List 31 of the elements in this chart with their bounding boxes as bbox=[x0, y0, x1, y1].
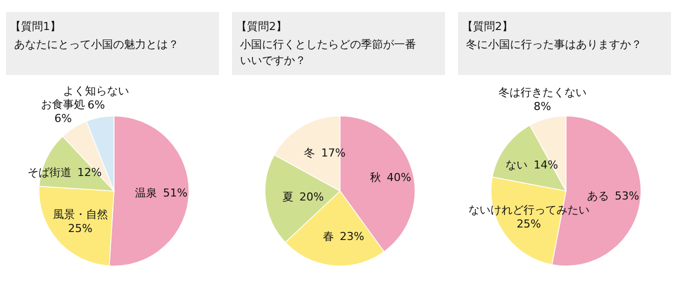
data-label: 14% bbox=[534, 158, 558, 172]
slice-label: 風景・自然 bbox=[52, 208, 108, 221]
slice-label: 夏 bbox=[282, 190, 294, 204]
data-label: 20% bbox=[299, 190, 324, 204]
chart-subtitle: 小国に行くとしたらどの季節が一番いいですか？ bbox=[240, 38, 416, 67]
chart-subtitle: 冬に小国に行った事はありますか？ bbox=[466, 38, 642, 51]
data-label: 40% bbox=[386, 171, 412, 184]
data-label: 51% bbox=[162, 186, 188, 200]
slice-label: 秋 bbox=[370, 171, 381, 184]
chart-title: 【質問1】 bbox=[10, 20, 61, 33]
slice-label: 冬は行きたくない bbox=[498, 86, 586, 99]
data-label: 8% bbox=[534, 100, 552, 113]
data-label: 17% bbox=[321, 146, 346, 160]
slice-label: お食事処 bbox=[41, 98, 86, 111]
slice-label: ある bbox=[586, 189, 609, 202]
slice-label: そば街道 bbox=[27, 166, 72, 179]
data-label: 25% bbox=[516, 217, 542, 230]
data-label: 23% bbox=[340, 230, 364, 243]
data-label: 6% bbox=[87, 98, 105, 112]
slice-label: 春 bbox=[322, 230, 334, 243]
data-label: 53% bbox=[614, 189, 640, 202]
slice-label: ない bbox=[506, 158, 528, 172]
slice-label: 温泉 bbox=[134, 186, 157, 200]
slice-label: よく知らない bbox=[63, 84, 130, 98]
data-label: 6% bbox=[54, 112, 72, 125]
data-label: 12% bbox=[77, 166, 102, 179]
slice-label: 冬 bbox=[304, 146, 316, 160]
chart-subtitle: あなたにとって小国の魅力とは？ bbox=[14, 38, 179, 51]
chart-title: 【質問2】 bbox=[462, 20, 513, 33]
chart-title: 【質問2】 bbox=[236, 20, 287, 33]
data-label: 25% bbox=[68, 222, 92, 235]
